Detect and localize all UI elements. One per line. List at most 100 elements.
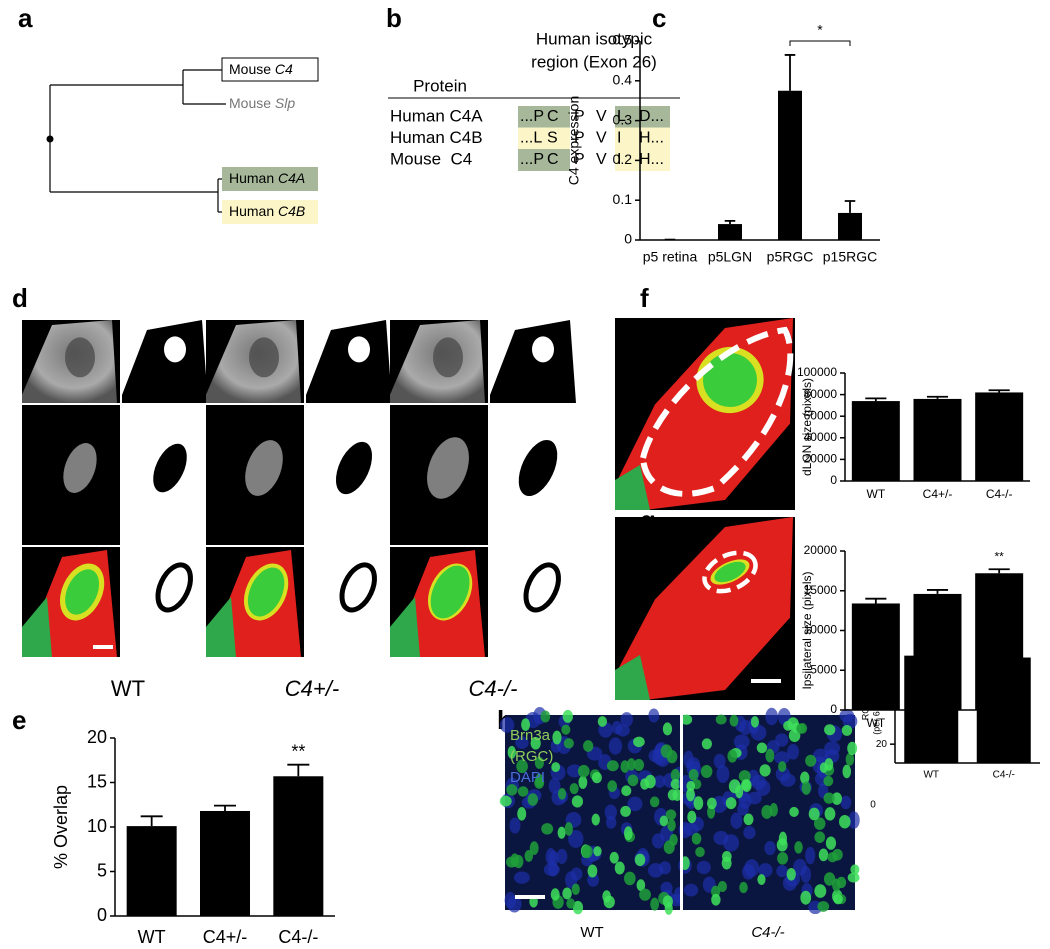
rgc: [818, 848, 829, 862]
rgc: [607, 780, 618, 792]
rgc: [517, 786, 529, 797]
rgc: [606, 760, 619, 772]
y-axis-label: dLGN size (pixels): [800, 378, 814, 476]
nucleus: [499, 717, 515, 733]
rgc: [667, 789, 678, 801]
leaf-box: [222, 200, 318, 224]
nucleus: [627, 796, 643, 812]
bar: [851, 401, 900, 481]
nucleus: [653, 775, 666, 788]
rgc: [540, 710, 551, 723]
residue-bg: [615, 127, 637, 150]
tissue-core: [249, 337, 279, 378]
y-axis-label: % Overlap: [51, 785, 71, 869]
genotype-label: C4-/-: [469, 676, 518, 701]
outline: [702, 550, 758, 594]
bar: [126, 826, 177, 916]
micrograph: [22, 405, 210, 545]
nucleus: [556, 848, 568, 864]
rgc: [831, 792, 843, 805]
rgc: [801, 781, 811, 795]
y-tick-label: 20000: [804, 543, 838, 557]
rgc: [562, 709, 573, 723]
panel-letter: c: [652, 3, 666, 33]
gene: C4: [275, 61, 293, 77]
rgc: [800, 771, 810, 785]
nucleus: [570, 867, 583, 881]
rgc: [517, 807, 527, 821]
rgc: [530, 736, 541, 750]
panel-letter: a: [18, 3, 33, 33]
nucleus: [750, 724, 767, 741]
bar: [718, 224, 742, 240]
y-tick-label: 0.4: [613, 72, 633, 88]
rgc: [824, 807, 836, 821]
nucleus: [774, 751, 790, 765]
residue-bg: [545, 149, 570, 171]
rgc: [633, 736, 645, 748]
nucleus: [515, 736, 529, 750]
rgc: [686, 787, 695, 802]
y-tick-label: 0: [830, 702, 837, 716]
bar: [913, 398, 962, 481]
leaf-label: Human C4A: [229, 170, 305, 186]
rgc: [759, 764, 771, 777]
rgc: [640, 778, 650, 790]
binary-hole: [164, 336, 186, 363]
rgc: [819, 762, 828, 773]
micrograph: [22, 547, 210, 657]
rgc: [564, 822, 573, 836]
protein-name: Human C4B: [390, 128, 483, 147]
rgc: [620, 805, 631, 817]
nucleus: [787, 743, 800, 760]
rgc: [521, 718, 531, 732]
rgc: [833, 894, 843, 905]
binary-ring: [523, 562, 561, 613]
bar: [904, 655, 959, 763]
rgc: [660, 744, 673, 758]
x-tick-label: WT: [867, 716, 886, 730]
tract: [206, 597, 236, 657]
bar-chart: 0 20000 40000 60000 80000 100000 WT C4+/- C4-/- d…: [797, 365, 1030, 501]
error-bar: [991, 652, 1016, 658]
nucleus: [696, 860, 711, 875]
y-tick-label: 10000: [804, 623, 838, 637]
rgc: [823, 872, 836, 886]
charts: 0 0.1 0.2 0.3 0.4 0.5 p5 retina p5LGN p5RGC p15RG…: [51, 22, 1040, 947]
rgc: [814, 884, 827, 898]
x-tick-label: C4+/-: [923, 487, 953, 501]
rgc: [686, 780, 696, 792]
rgc: [602, 890, 611, 903]
tissue-core: [65, 337, 95, 378]
rgc: [715, 714, 727, 725]
tissue-core: [433, 337, 463, 378]
rgc: [524, 849, 534, 862]
x-tick-label: p5LGN: [708, 249, 752, 265]
y-tick-label: 0: [97, 905, 107, 925]
y-axis-label: Ipsilateral size (pixels): [800, 571, 814, 689]
rgc: [571, 795, 584, 808]
residue-bg: [615, 149, 637, 171]
rgc: [623, 871, 636, 886]
residue: S: [547, 130, 558, 147]
rgc: [627, 774, 639, 787]
nucleus: [713, 830, 729, 845]
gene: C4B: [278, 203, 305, 219]
alignment-rows: Human C4A ...P C P V L D...Human C4B ...L S P V I H.…: [390, 106, 670, 171]
protein-name: Human C4A: [390, 106, 483, 125]
scale-bar: [93, 645, 113, 649]
rgc: [552, 730, 562, 745]
residue: C: [547, 108, 559, 125]
protein-name: Mouse C4: [390, 149, 472, 168]
rgc: [593, 846, 602, 857]
residue: V: [596, 130, 607, 147]
binary-bg: [306, 547, 394, 657]
y-tick-label: 0.1: [613, 191, 633, 207]
x-tick-label: WT: [138, 927, 166, 947]
rgc: [662, 895, 673, 908]
rgc: [529, 841, 539, 855]
nucleus: [713, 753, 726, 769]
rgc: [778, 761, 787, 773]
stain-labels: Brn3a (RGC) DAPI: [510, 727, 553, 786]
